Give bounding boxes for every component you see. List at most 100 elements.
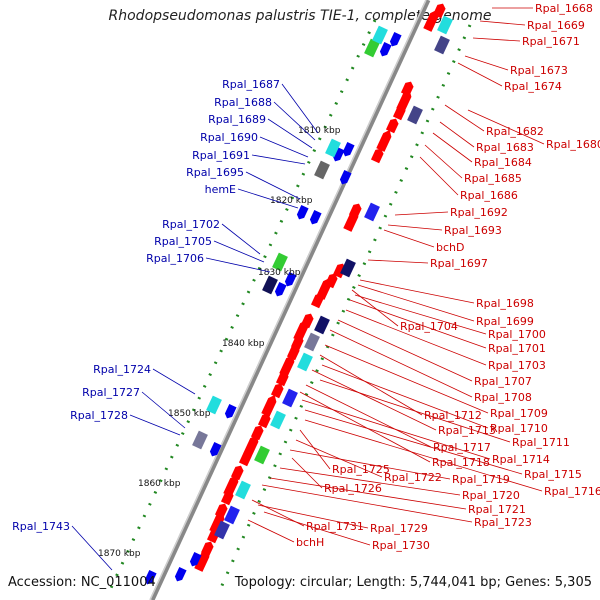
gene-label-left: Rpal_1743 xyxy=(12,520,70,533)
gene-arrow xyxy=(209,441,222,457)
gene-box xyxy=(304,332,320,352)
gene-box xyxy=(297,352,313,372)
leader-line xyxy=(321,364,489,429)
leader-line xyxy=(237,188,299,209)
leader-line xyxy=(152,368,196,395)
gene-label-right: Rpal_1714 xyxy=(492,453,550,466)
map-title: Rhodopseudomonas palustris TIE-1, comple… xyxy=(108,8,492,24)
gene-label-right: Rpal_1726 xyxy=(324,482,382,495)
leader-line xyxy=(419,156,459,196)
gene-box xyxy=(262,275,278,295)
gene-arrow xyxy=(389,31,402,47)
gene-arrow xyxy=(284,271,297,287)
gene-label-right: Rpal_1685 xyxy=(464,172,522,185)
gene-label-right: Rpal_1723 xyxy=(474,516,532,529)
genome-backbone xyxy=(149,0,431,600)
gene-arrow xyxy=(310,293,324,309)
leader-line xyxy=(467,109,545,145)
gene-box xyxy=(434,35,450,55)
gene-arrow xyxy=(343,210,359,232)
outer-dot-track xyxy=(218,24,472,591)
gene-label-right: bchD xyxy=(436,241,464,254)
leader-line xyxy=(349,299,487,349)
leader-line xyxy=(129,414,181,436)
gene-label-right: Rpal_1709 xyxy=(490,407,548,420)
gene-label-right: Rpal_1669 xyxy=(527,19,585,32)
leader-line xyxy=(281,83,319,134)
leader-line xyxy=(383,229,435,248)
gene-label-right: Rpal_1693 xyxy=(444,224,502,237)
gene-arrow xyxy=(144,569,157,585)
gene-label-left: Rpal_1690 xyxy=(200,131,258,144)
gene-label-right: Rpal_1698 xyxy=(476,297,534,310)
leader-line xyxy=(257,504,369,529)
gene-box xyxy=(224,505,240,525)
gene-box xyxy=(407,105,423,125)
gene-label-right: Rpal_1715 xyxy=(524,468,582,481)
gene-label-right: Rpal_1725 xyxy=(332,463,390,476)
gene-label-right: Rpal_1718 xyxy=(432,456,490,469)
gene-box xyxy=(372,25,388,45)
leader-line xyxy=(273,101,316,141)
gene-arrow xyxy=(275,371,289,387)
leader-line xyxy=(221,223,261,255)
accession-text: Accession: NC_011004 xyxy=(8,575,156,590)
leader-line xyxy=(305,384,432,448)
leader-line xyxy=(387,224,443,231)
gene-label-left: Rpal_1705 xyxy=(154,235,212,248)
gene-arrow xyxy=(194,550,210,572)
gene-arrow xyxy=(279,355,295,377)
gene-box xyxy=(214,520,230,540)
gene-arrow xyxy=(400,81,414,97)
leader-line xyxy=(291,457,323,489)
gene-label-right: bchH xyxy=(296,536,324,549)
gene-label-right: Rpal_1711 xyxy=(512,436,570,449)
leader-line xyxy=(304,409,523,475)
gene-label-right: Rpal_1700 xyxy=(488,328,546,341)
gene-arrow xyxy=(238,451,252,467)
leader-line xyxy=(213,240,265,263)
gene-arrow xyxy=(342,141,355,157)
leader-line xyxy=(269,477,467,510)
gene-box xyxy=(364,38,380,58)
leader-line xyxy=(439,121,475,148)
leader-line xyxy=(261,484,473,523)
gene-label-right: Rpal_1699 xyxy=(476,315,534,328)
leader-line xyxy=(304,419,543,492)
gene-arrow xyxy=(223,475,239,497)
gene-label-left: Rpal_1688 xyxy=(214,96,272,109)
genome-backbone-edge xyxy=(149,0,427,600)
gene-label-left: Rpal_1702 xyxy=(162,218,220,231)
gene-box xyxy=(340,258,356,278)
gene-arrow xyxy=(174,566,187,582)
gene-box xyxy=(314,315,330,335)
gene-arrow xyxy=(339,169,352,185)
leader-line xyxy=(432,132,473,163)
leader-line xyxy=(357,284,475,322)
leader-line xyxy=(301,399,491,460)
gene-label-right: Rpal_1683 xyxy=(476,141,534,154)
leader-line xyxy=(279,467,461,496)
leader-line xyxy=(319,354,423,416)
gene-label-left: hemE xyxy=(205,183,236,196)
leader-line xyxy=(359,279,475,304)
summary-text: Topology: circular; Length: 5,744,041 bp… xyxy=(234,575,592,590)
tick-label: 1810 kbp xyxy=(298,126,341,136)
gene-label-left: Rpal_1724 xyxy=(93,363,151,376)
gene-arrow xyxy=(261,395,277,417)
leader-line xyxy=(367,259,429,264)
leader-line xyxy=(324,344,489,414)
gene-arrow xyxy=(274,281,287,297)
gene-arrow xyxy=(296,204,309,220)
gene-label-left: Rpal_1727 xyxy=(82,386,140,399)
leader-line xyxy=(354,294,487,335)
inner-dot-track xyxy=(108,19,377,591)
tick-label: 1860 kbp xyxy=(138,479,181,489)
gene-arrow xyxy=(293,320,309,342)
gene-label-right: Rpal_1684 xyxy=(474,156,532,169)
gene-arrow xyxy=(432,3,446,19)
leader-line xyxy=(464,55,509,71)
gene-label-right: Rpal_1719 xyxy=(452,473,510,486)
gene-label-right: Rpal_1692 xyxy=(450,206,508,219)
